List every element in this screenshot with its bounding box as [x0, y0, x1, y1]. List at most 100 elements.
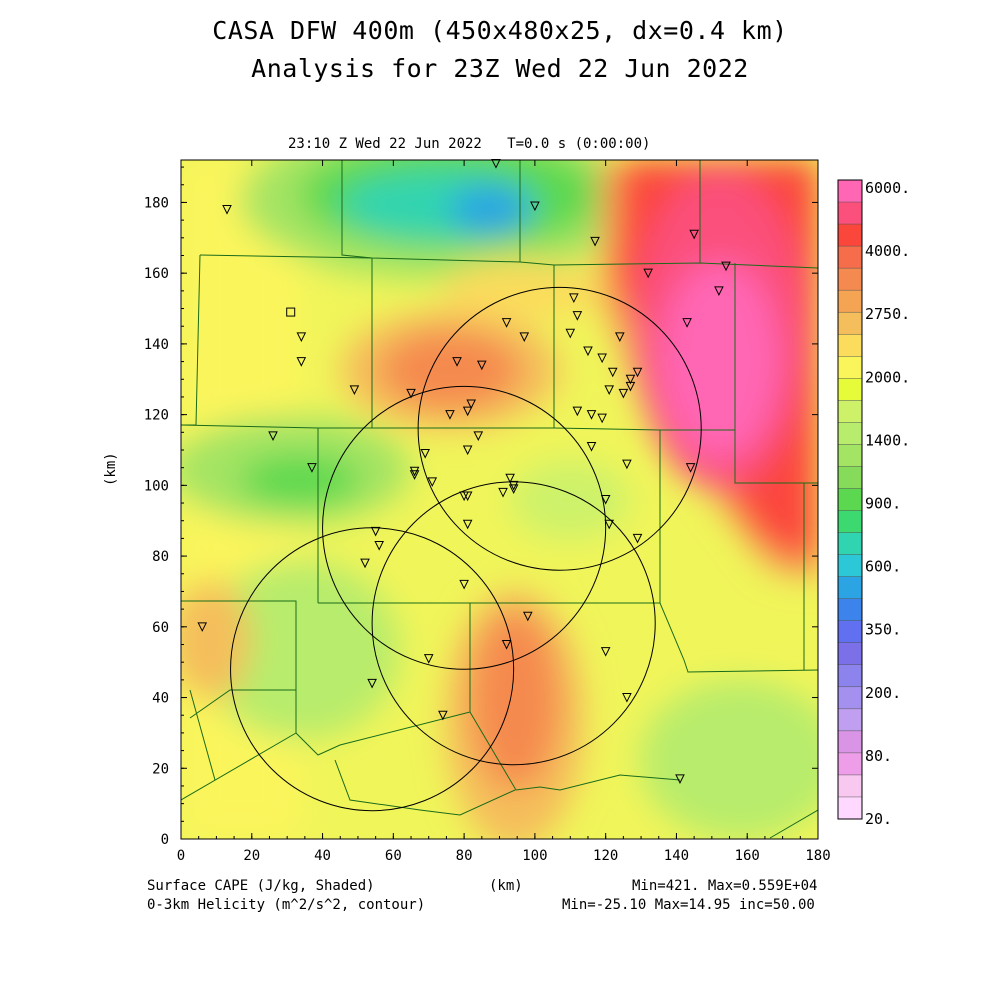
colorbar-label: 900. — [865, 495, 901, 513]
station-marker — [618, 388, 629, 399]
colorbar-swatch — [838, 664, 862, 688]
station-marker — [643, 268, 653, 279]
colorbar-label: 1400. — [865, 431, 910, 449]
station-marker — [296, 332, 307, 342]
station-marker — [508, 484, 519, 495]
station-marker — [597, 413, 607, 424]
colorbar-swatch — [838, 576, 862, 600]
colorbar-swatch — [838, 598, 862, 622]
x-tick-label: 40 — [314, 848, 331, 864]
station-marker — [590, 236, 600, 247]
station-marker — [622, 459, 632, 470]
y-axis-label: (km) — [103, 452, 119, 486]
y-tick-label: 60 — [152, 620, 169, 636]
station-marker — [597, 353, 607, 364]
x-tick-label: 20 — [243, 848, 260, 864]
colorbar-swatch — [838, 510, 862, 534]
colorbar-swatch — [838, 224, 862, 247]
colorbar-swatch — [838, 334, 862, 357]
station-marker — [607, 367, 618, 378]
map-title: CASA DFW 400m (450x480x25, dx=0.4 km) — [212, 16, 788, 45]
station-marker — [572, 406, 583, 417]
colorbar-swatch — [838, 400, 862, 423]
station-marker — [452, 357, 462, 367]
station-marker — [462, 491, 473, 502]
y-tick-label: 100 — [144, 478, 169, 494]
colorbar-swatch — [838, 202, 862, 225]
colorbar-swatch — [838, 642, 862, 666]
station-marker — [625, 374, 636, 385]
colorbar-swatch — [838, 532, 862, 556]
colorbar-label: 2000. — [865, 368, 910, 386]
colorbar-swatch — [838, 686, 862, 710]
station-marker — [714, 286, 724, 296]
x-tick-label: 100 — [522, 848, 547, 864]
colorbar-swatch — [838, 312, 862, 335]
station-marker — [197, 622, 208, 632]
station-marker — [423, 654, 434, 664]
colorbar-swatch — [838, 488, 862, 512]
y-tick-label: 0 — [161, 832, 169, 848]
colorbar: 6000. 4000. 2750. 2000. 1400. 900. 600. 350. 200… — [837, 179, 910, 828]
station-marker — [462, 406, 473, 417]
station-marker — [501, 639, 512, 650]
station-marker — [721, 261, 731, 272]
station-marker — [307, 463, 317, 473]
station-marker — [409, 470, 420, 480]
station-marker — [462, 445, 473, 456]
station-marker — [462, 519, 473, 530]
colorbar-swatch — [838, 246, 862, 269]
shaded-field-label: Surface CAPE (J/kg, Shaded) — [147, 878, 375, 894]
x-axis: 0 20 40 60 80 100 120 140 160 180 — [177, 160, 831, 864]
colorbar-swatch — [838, 422, 862, 445]
station-marker — [420, 449, 430, 459]
station-marker — [519, 332, 530, 342]
station-marker — [632, 533, 643, 544]
y-axis: 0 20 40 60 80 100 120 140 160 180 — [144, 166, 818, 848]
x-tick-label: 120 — [593, 848, 618, 864]
x-tick-label: 180 — [805, 848, 830, 864]
y-tick-label: 40 — [152, 691, 169, 707]
station-marker — [501, 318, 512, 328]
colorbar-label: 80. — [865, 747, 892, 765]
y-tick-label: 160 — [144, 266, 169, 282]
station-marker — [583, 346, 593, 357]
colorbar-frame — [837, 179, 863, 820]
contour-field-label: 0-3km Helicity (m^2/s^2, contour) — [147, 897, 426, 913]
station-marker — [600, 647, 611, 657]
station-marker — [523, 611, 533, 622]
station-marker — [370, 526, 381, 537]
station-marker — [498, 487, 508, 498]
colorbar-label: 6000. — [865, 179, 910, 197]
colorbar-label: 200. — [865, 684, 901, 702]
x-tick-label: 80 — [456, 848, 473, 864]
station-marker — [222, 205, 232, 215]
colorbar-label: 4000. — [865, 242, 910, 260]
station-marker — [367, 678, 377, 689]
colorbar-label: 2750. — [865, 305, 910, 323]
x-tick-label: 140 — [664, 848, 689, 864]
range-ring-1 — [417, 286, 702, 571]
x-axis-label: (km) — [489, 878, 523, 894]
station-marker — [406, 388, 416, 399]
contour-field-range: Min=-25.10 Max=14.95 inc=50.00 — [562, 897, 815, 913]
y-tick-label: 180 — [144, 195, 169, 211]
colorbar-swatch — [838, 796, 862, 820]
colorbar-swatch — [838, 554, 862, 578]
shaded-field-range: Min=421. Max=0.559E+04 — [632, 878, 818, 894]
station-marker — [360, 558, 370, 569]
station-marker — [438, 710, 448, 721]
x-tick-label: 60 — [385, 848, 402, 864]
station-marker — [586, 441, 597, 452]
station-marker — [349, 385, 360, 395]
station-marker — [473, 431, 484, 441]
station-marker — [505, 473, 515, 484]
cape-field — [181, 160, 818, 839]
station-markers — [197, 159, 731, 784]
station-marker — [565, 328, 576, 339]
station-marker — [476, 360, 487, 371]
station-marker — [675, 774, 685, 784]
colorbar-swatch — [838, 730, 862, 754]
station-marker — [622, 693, 632, 703]
